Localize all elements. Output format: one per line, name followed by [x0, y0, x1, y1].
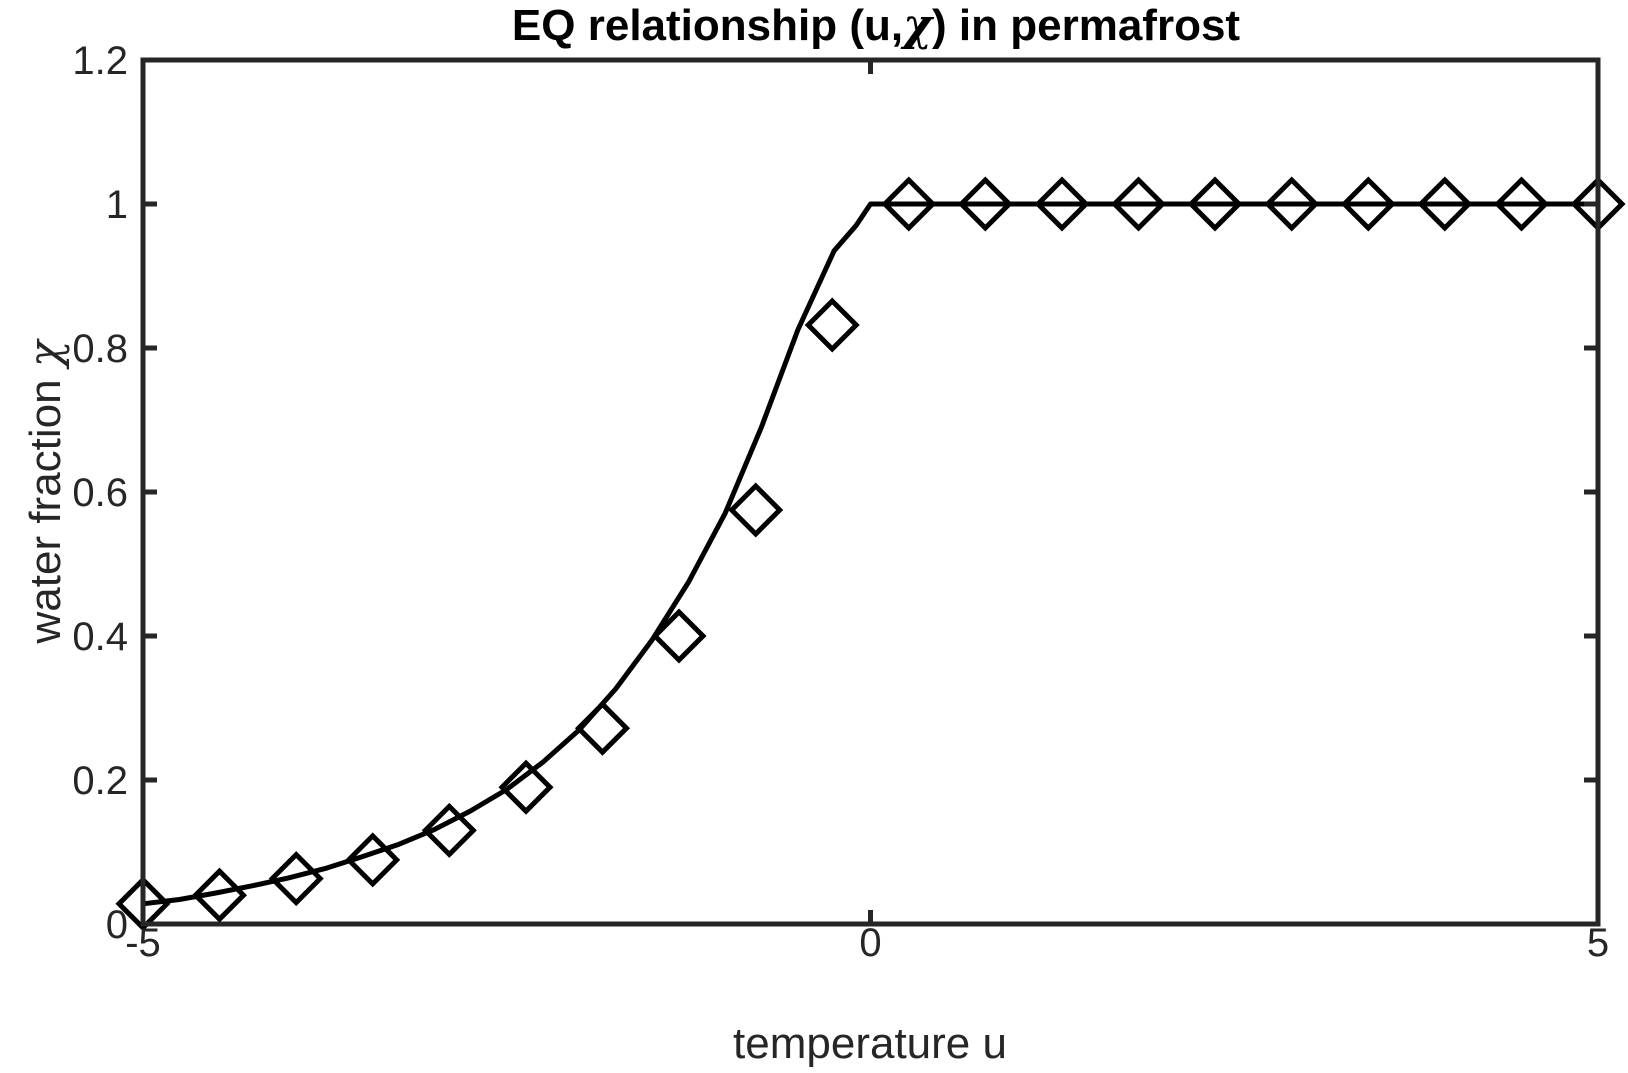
- data-point-marker: [957, 176, 1013, 232]
- data-point-marker: [1340, 176, 1396, 232]
- series-line: [142, 201, 1598, 907]
- plot-area: [115, 176, 1626, 932]
- y-tick-label: 0.8: [72, 327, 128, 371]
- data-point-marker: [1493, 176, 1550, 232]
- data-point-marker: [804, 297, 860, 353]
- data-point-marker: [268, 851, 324, 907]
- chart-title: EQ relationship (u,χ) in permafrost: [512, 0, 1241, 51]
- y-tick-label: 1.2: [72, 39, 128, 83]
- data-point-marker: [1264, 176, 1320, 232]
- data-point-marker: [651, 608, 707, 664]
- data-point-marker: [1110, 176, 1167, 232]
- x-axis-title: temperature u: [733, 1019, 1007, 1068]
- y-tick-label: 1: [106, 183, 128, 227]
- data-point-marker: [1417, 176, 1473, 232]
- data-point-marker: [728, 482, 784, 538]
- x-tick-label: 5: [1587, 921, 1609, 965]
- data-point-marker: [498, 759, 554, 815]
- data-point-marker: [345, 832, 401, 888]
- y-tick-label: 0.6: [72, 471, 128, 515]
- data-point-marker: [1187, 176, 1243, 232]
- data-point-marker: [1034, 176, 1090, 232]
- axes-box: [140, 57, 1601, 927]
- data-point-marker: [421, 802, 477, 858]
- y-tick-label: 0: [106, 903, 128, 947]
- y-axis-title: water fraction χ: [20, 338, 71, 644]
- x-tick-label: 0: [859, 921, 881, 965]
- y-tick-label: 0.2: [72, 759, 128, 803]
- data-point-marker: [881, 176, 937, 232]
- y-tick-label: 0.4: [72, 615, 128, 659]
- x-tick-label: -5: [125, 921, 161, 965]
- data-point-marker: [115, 876, 171, 932]
- data-point-marker: [574, 700, 631, 756]
- data-point-marker: [191, 867, 248, 923]
